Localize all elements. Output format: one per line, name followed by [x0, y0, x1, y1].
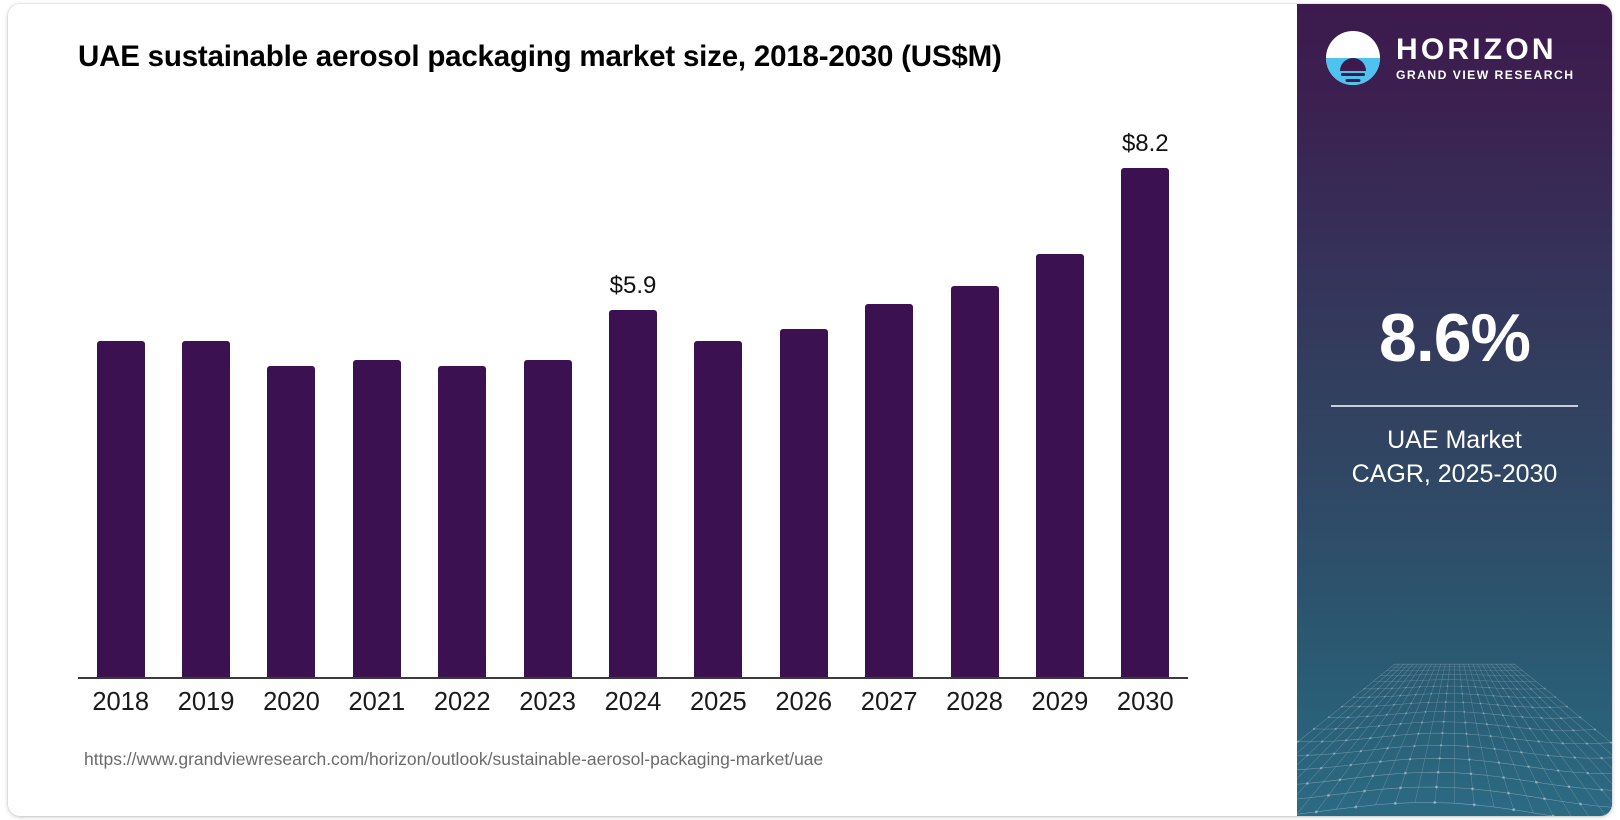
horizon-sunset-circle-icon: [1326, 31, 1380, 85]
bar-column: $5.9: [609, 124, 657, 677]
bar-value-label-2030: $8.2: [1121, 129, 1169, 157]
bar-2026: [779, 329, 828, 677]
brand-logo-text: HORIZON GRAND VIEW RESEARCH: [1396, 34, 1575, 83]
logo-dash-lower: [1345, 78, 1361, 82]
source-url-text: https://www.grandviewresearch.com/horizo…: [84, 749, 824, 769]
brand-tagline: GRAND VIEW RESEARCH: [1396, 68, 1575, 83]
bar-chart-plot: $5.9 $8.2: [78, 124, 1188, 677]
cagr-description: UAE Market CAGR, 2025-2030: [1297, 423, 1612, 491]
bar-column: [694, 124, 743, 677]
chart-pane: UAE sustainable aerosol packaging market…: [8, 4, 1297, 816]
bar-2023: [523, 360, 572, 677]
bar-2022: [438, 366, 487, 677]
bar-column: [865, 124, 914, 677]
x-tick-2024: 2024: [604, 688, 662, 716]
bar-column: [1035, 124, 1084, 677]
x-axis-line: [78, 677, 1188, 679]
x-tick-2021: 2021: [348, 688, 406, 716]
x-tick-2030: 2030: [1116, 688, 1174, 716]
x-tick-2020: 2020: [263, 688, 320, 716]
bar-column: [267, 124, 316, 677]
x-tick-2023: 2023: [519, 688, 576, 716]
bar-column: $8.2: [1121, 124, 1170, 677]
bar-column: [352, 124, 401, 677]
x-tick-2022: 2022: [433, 688, 491, 716]
bar-column: [182, 124, 231, 677]
chart-card: UAE sustainable aerosol packaging market…: [8, 4, 1612, 816]
x-tick-2028: 2028: [946, 688, 1003, 716]
decorative-wireframe-mesh: [1297, 586, 1612, 816]
bar-2018: [96, 341, 145, 677]
bar-column: [96, 124, 145, 677]
bar-2019: [182, 341, 231, 677]
cagr-description-line2: CAGR, 2025-2030: [1351, 459, 1558, 488]
x-tick-2026: 2026: [775, 688, 833, 716]
bar-series: $5.9 $8.2: [78, 124, 1188, 677]
bar-column: [438, 124, 487, 677]
bar-2029: [1035, 254, 1084, 677]
brand-sidebar: HORIZON GRAND VIEW RESEARCH 8.6% UAE Mar…: [1297, 4, 1612, 816]
cagr-description-line1: UAE Market: [1387, 425, 1522, 454]
x-tick-2025: 2025: [690, 688, 747, 716]
brand-logo: HORIZON GRAND VIEW RESEARCH: [1326, 26, 1586, 90]
bar-2025: [694, 341, 743, 677]
x-tick-2029: 2029: [1031, 688, 1089, 716]
bar-2030: [1121, 167, 1170, 677]
cagr-value: 8.6%: [1379, 300, 1531, 376]
bar-2024: [609, 310, 657, 677]
bar-column: [779, 124, 828, 677]
bar-value-label-2024: $5.9: [609, 272, 657, 300]
bar-2028: [950, 285, 999, 677]
x-tick-2019: 2019: [177, 688, 235, 716]
brand-name: HORIZON: [1396, 32, 1557, 66]
x-tick-2027: 2027: [860, 688, 918, 716]
logo-dash-upper: [1341, 72, 1365, 76]
x-axis-tick-labels: 2018 2019 2020 2021 2022 2023 2024 2025 2026 2027…: [78, 688, 1188, 728]
cagr-callout: 8.6% UAE Market CAGR, 2025-2030: [1297, 304, 1612, 491]
bar-2020: [267, 366, 316, 677]
x-tick-2018: 2018: [92, 688, 150, 716]
page-title: UAE sustainable aerosol packaging market…: [78, 40, 1002, 73]
bar-2027: [865, 304, 914, 677]
bar-2021: [352, 360, 401, 677]
logo-sun-dome: [1340, 58, 1366, 71]
bar-column: [523, 124, 572, 677]
bar-column: [950, 124, 999, 677]
cagr-divider: [1331, 405, 1578, 407]
